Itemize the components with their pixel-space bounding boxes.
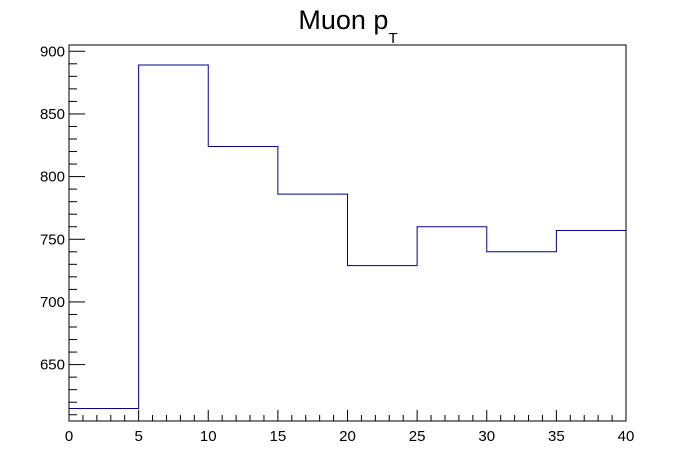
axis-ticks (68, 50, 627, 421)
histogram-line (69, 64, 626, 409)
series-group (69, 64, 626, 409)
x-tick-label: 40 (618, 428, 635, 445)
y-tick-label: 850 (40, 106, 65, 123)
chart-title: Muon pT (0, 0, 696, 47)
x-tick-label: 25 (409, 428, 426, 445)
y-tick-label: 800 (40, 169, 65, 186)
x-tick-label: 35 (548, 428, 565, 445)
y-tick-label: 750 (40, 231, 65, 248)
x-tick-label: 5 (134, 428, 142, 445)
y-tick-label: 700 (40, 294, 65, 311)
y-tick-label: 900 (40, 43, 65, 60)
title-main: Muon p (298, 5, 389, 35)
y-tick-label: 650 (40, 357, 65, 374)
x-tick-label: 20 (339, 428, 356, 445)
x-tick-label: 10 (200, 428, 217, 445)
tick-labels: 0 5 10 15 20 25 30 35 40 650 700 750 800 850 900 (40, 43, 634, 445)
x-tick-label: 30 (478, 428, 495, 445)
title-subscript: T (388, 30, 398, 47)
x-tick-label: 0 (65, 428, 73, 445)
x-tick-label: 15 (270, 428, 287, 445)
